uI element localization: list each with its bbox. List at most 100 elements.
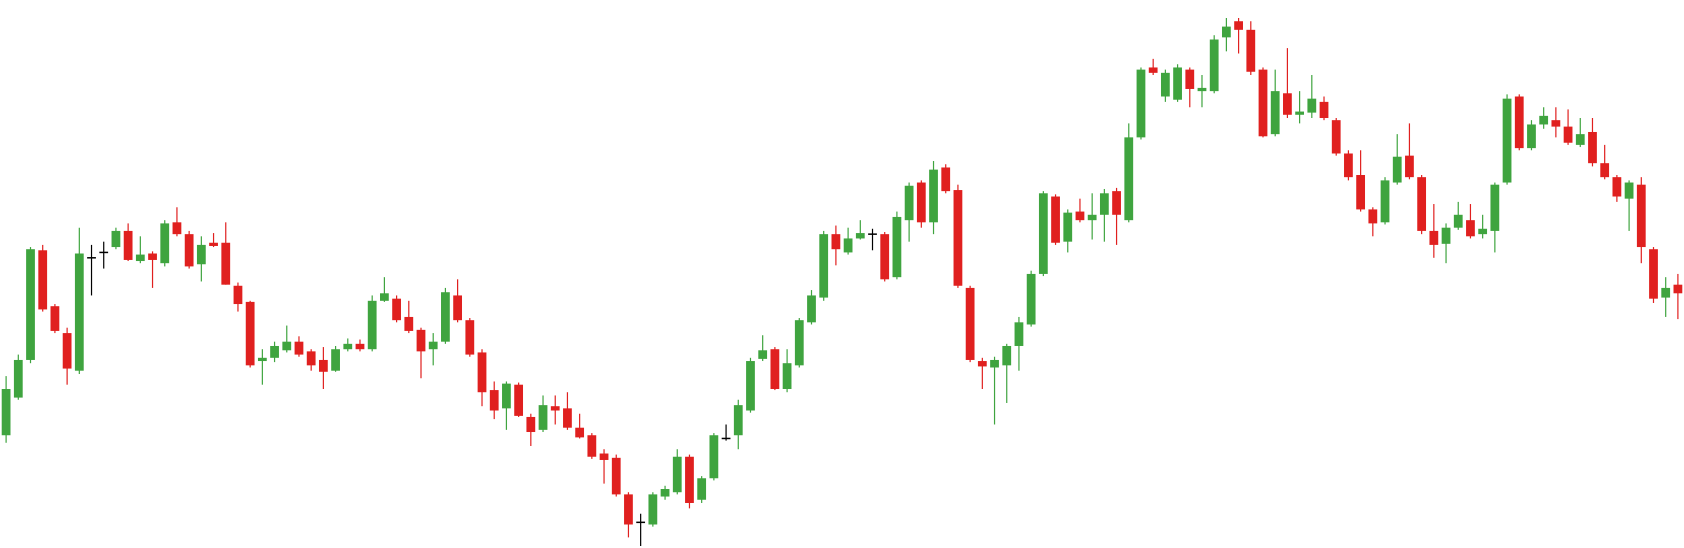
body	[1283, 93, 1292, 115]
body	[196, 244, 206, 265]
body	[233, 285, 243, 305]
body	[916, 182, 926, 223]
body	[1270, 91, 1280, 135]
body	[1661, 287, 1671, 298]
body	[62, 333, 72, 369]
body	[1124, 137, 1134, 221]
body	[904, 185, 914, 221]
body	[929, 169, 938, 223]
body	[38, 250, 48, 310]
body	[1563, 126, 1573, 143]
body	[1575, 134, 1585, 145]
body	[294, 341, 304, 355]
body	[404, 316, 414, 331]
body	[1417, 177, 1427, 231]
body	[416, 329, 426, 352]
body	[1478, 228, 1488, 235]
body	[1136, 69, 1146, 138]
body	[892, 216, 902, 278]
body	[1099, 193, 1109, 215]
body	[1307, 98, 1317, 113]
body	[282, 341, 292, 351]
body	[672, 456, 682, 493]
body	[624, 494, 633, 525]
body	[648, 494, 658, 525]
body	[428, 341, 438, 350]
body	[794, 320, 804, 366]
body	[819, 234, 829, 298]
body	[1026, 273, 1036, 325]
body	[111, 230, 121, 248]
body	[1636, 184, 1646, 248]
body	[1392, 156, 1402, 183]
body	[172, 222, 182, 235]
body	[1002, 345, 1012, 366]
body	[843, 238, 853, 253]
body	[611, 457, 621, 495]
body	[1, 388, 11, 436]
body	[770, 349, 780, 389]
body	[1051, 196, 1060, 243]
body	[1588, 131, 1597, 164]
body	[807, 295, 816, 323]
body	[733, 405, 743, 436]
body	[1624, 182, 1634, 199]
body	[1453, 214, 1463, 228]
body	[1527, 124, 1536, 149]
body	[1038, 193, 1048, 274]
body	[392, 298, 401, 321]
body	[343, 343, 353, 350]
body	[782, 363, 792, 389]
body	[502, 383, 511, 409]
body	[477, 352, 487, 393]
body	[148, 253, 157, 260]
body	[1356, 175, 1366, 210]
body	[221, 242, 231, 285]
body	[587, 435, 597, 457]
body	[1539, 115, 1549, 125]
body	[953, 190, 963, 286]
body	[758, 350, 768, 359]
body	[1112, 191, 1121, 215]
body	[1014, 322, 1024, 346]
body	[257, 357, 267, 362]
body	[331, 349, 340, 371]
body	[1075, 211, 1085, 221]
body	[697, 478, 707, 500]
body	[1649, 249, 1658, 299]
body	[1612, 177, 1622, 197]
body	[1368, 209, 1378, 224]
body	[1221, 26, 1231, 38]
body	[660, 489, 670, 497]
body	[746, 361, 755, 411]
body	[355, 343, 365, 350]
body	[1490, 184, 1500, 231]
body	[1087, 214, 1097, 221]
body	[306, 351, 316, 366]
body	[599, 453, 609, 460]
body	[685, 456, 694, 503]
body	[13, 359, 23, 398]
body	[50, 306, 60, 331]
body	[855, 233, 865, 239]
body	[1514, 96, 1524, 149]
body	[184, 234, 194, 267]
body	[245, 301, 255, 366]
body	[550, 406, 560, 411]
body	[1160, 72, 1170, 97]
body	[441, 292, 450, 342]
body	[1673, 284, 1683, 294]
body	[977, 361, 987, 367]
body	[74, 253, 84, 371]
body	[379, 293, 389, 301]
body	[1295, 111, 1305, 115]
body	[831, 234, 841, 250]
body	[965, 287, 975, 360]
body	[270, 345, 279, 358]
body	[1185, 69, 1195, 89]
body	[1148, 67, 1158, 73]
body	[990, 359, 999, 368]
body	[526, 416, 536, 433]
body	[318, 359, 328, 372]
